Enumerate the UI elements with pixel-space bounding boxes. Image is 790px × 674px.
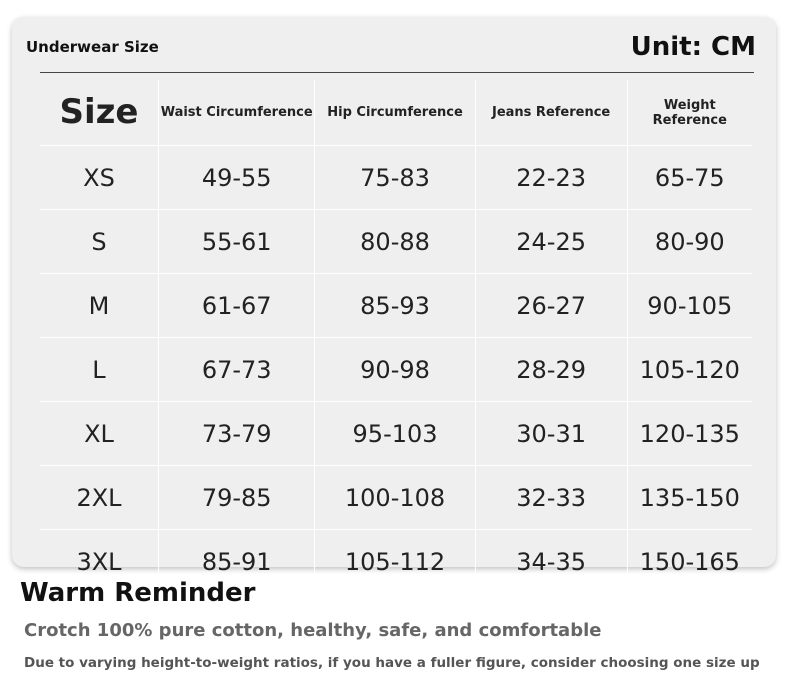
table-cell: 67-73: [157, 337, 315, 402]
table-row: M 61-67 85-93 26-27 90-105: [40, 273, 752, 338]
table-cell: 85-91: [157, 529, 315, 594]
table-cell: 2XL: [40, 465, 159, 530]
table-cell: 75-83: [314, 145, 476, 210]
table-cell: 120-135: [626, 401, 752, 466]
reminder-title: Warm Reminder: [20, 578, 256, 608]
table-cell: 32-33: [474, 465, 628, 530]
table-cell: 26-27: [474, 273, 628, 338]
table-cell: 49-55: [157, 145, 315, 210]
table-cell: 3XL: [40, 529, 159, 594]
table-cell: 24-25: [474, 209, 628, 274]
table-cell: 79-85: [157, 465, 315, 530]
reminder-line: Due to varying height-to-weight ratios, …: [24, 655, 760, 671]
column-header: Weight Reference: [626, 80, 752, 146]
column-header: Waist Circumference: [157, 80, 315, 146]
table-cell: 80-90: [626, 209, 752, 274]
table-row: S 55-61 80-88 24-25 80-90: [40, 209, 752, 274]
column-header: Size: [40, 80, 159, 146]
table-row: 3XL 85-91 105-112 34-35 150-165: [40, 529, 752, 594]
table-cell: 135-150: [626, 465, 752, 530]
table-cell: 34-35: [474, 529, 628, 594]
table-cell: 28-29: [474, 337, 628, 402]
size-table: Size Waist Circumference Hip Circumference…: [40, 80, 752, 594]
table-cell: 61-67: [157, 273, 315, 338]
table-cell: 150-165: [626, 529, 752, 594]
table-cell: 100-108: [314, 465, 476, 530]
header-title: Underwear Size: [26, 38, 159, 56]
table-cell: 85-93: [314, 273, 476, 338]
table-cell: M: [40, 273, 159, 338]
table-row: 2XL 79-85 100-108 32-33 135-150: [40, 465, 752, 530]
header-unit: Unit: CM: [630, 32, 756, 62]
divider: [40, 72, 754, 73]
table-cell: XL: [40, 401, 159, 466]
table-row: XS 49-55 75-83 22-23 65-75: [40, 145, 752, 210]
table-cell: 90-98: [314, 337, 476, 402]
table-cell: 95-103: [314, 401, 476, 466]
table-cell: L: [40, 337, 159, 402]
table-cell: 55-61: [157, 209, 315, 274]
table-cell: XS: [40, 145, 159, 210]
column-header: Jeans Reference: [474, 80, 628, 146]
reminder-line: Crotch 100% pure cotton, healthy, safe, …: [24, 620, 602, 641]
table-row: XL 73-79 95-103 30-31 120-135: [40, 401, 752, 466]
table-cell: 30-31: [474, 401, 628, 466]
table-cell: 22-23: [474, 145, 628, 210]
table-cell: 73-79: [157, 401, 315, 466]
table-row: L 67-73 90-98 28-29 105-120: [40, 337, 752, 402]
table-cell: S: [40, 209, 159, 274]
column-header: Hip Circumference: [314, 80, 476, 146]
table-cell: 65-75: [626, 145, 752, 210]
header-row: Size Waist Circumference Hip Circumference…: [40, 80, 752, 146]
table-body: XS 49-55 75-83 22-23 65-75 S 55-61 80-88 24-25 80…: [40, 145, 752, 594]
table-cell: 105-120: [626, 337, 752, 402]
table-cell: 90-105: [626, 273, 752, 338]
table-cell: 80-88: [314, 209, 476, 274]
table-cell: 105-112: [314, 529, 476, 594]
